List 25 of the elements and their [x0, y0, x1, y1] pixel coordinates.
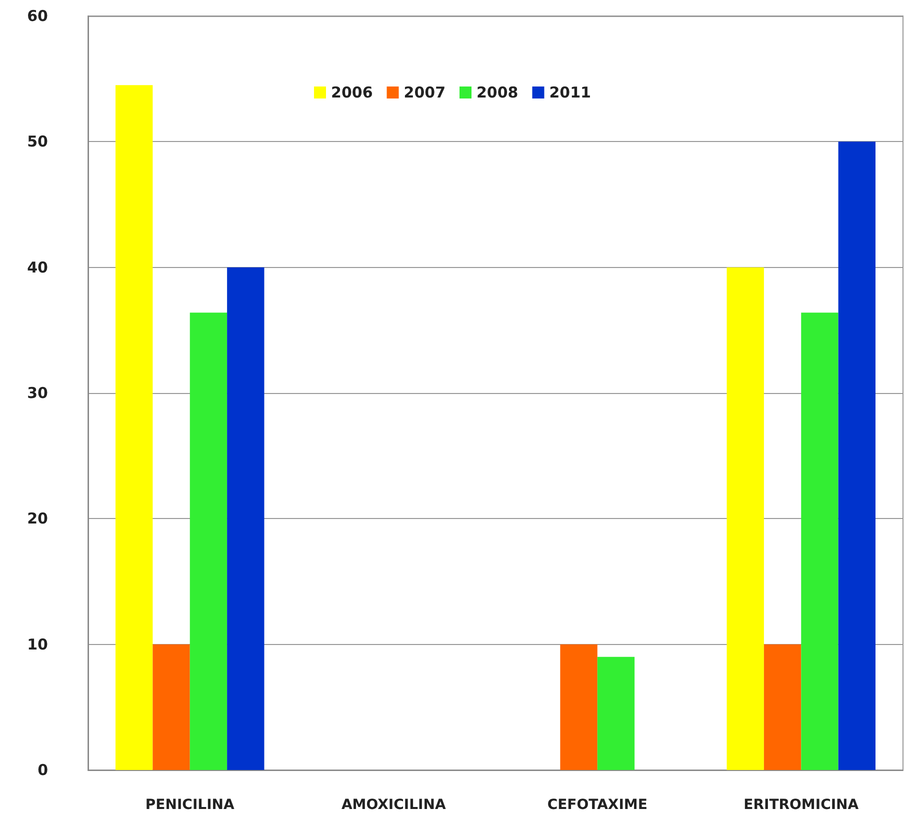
- y-tick-label: 20: [27, 510, 48, 528]
- y-tick-label: 0: [38, 761, 48, 779]
- bar: [560, 644, 598, 770]
- legend-label: 2008: [476, 84, 518, 102]
- y-tick-label: 30: [27, 384, 48, 402]
- bar: [152, 644, 190, 770]
- y-tick-label: 60: [27, 7, 48, 25]
- bar: [597, 656, 635, 770]
- legend-label: 2007: [404, 84, 446, 102]
- x-tick-label: CEFOTAXIME: [547, 797, 648, 813]
- bar: [227, 267, 264, 770]
- bar: [116, 85, 153, 770]
- legend-label: 2011: [549, 84, 591, 102]
- x-tick-label: PENICILINA: [145, 797, 234, 813]
- bar: [726, 267, 764, 770]
- y-tick-label: 50: [27, 132, 48, 151]
- bar: [801, 312, 838, 770]
- legend-label: 2006: [331, 84, 373, 102]
- x-tick-label: AMOXICILINA: [341, 797, 446, 813]
- y-tick-label: 10: [27, 635, 48, 654]
- bar: [190, 312, 228, 770]
- bar: [838, 142, 876, 770]
- bar: [764, 644, 802, 770]
- y-tick-label: 40: [27, 258, 48, 276]
- x-tick-label: ERITROMICINA: [744, 797, 859, 813]
